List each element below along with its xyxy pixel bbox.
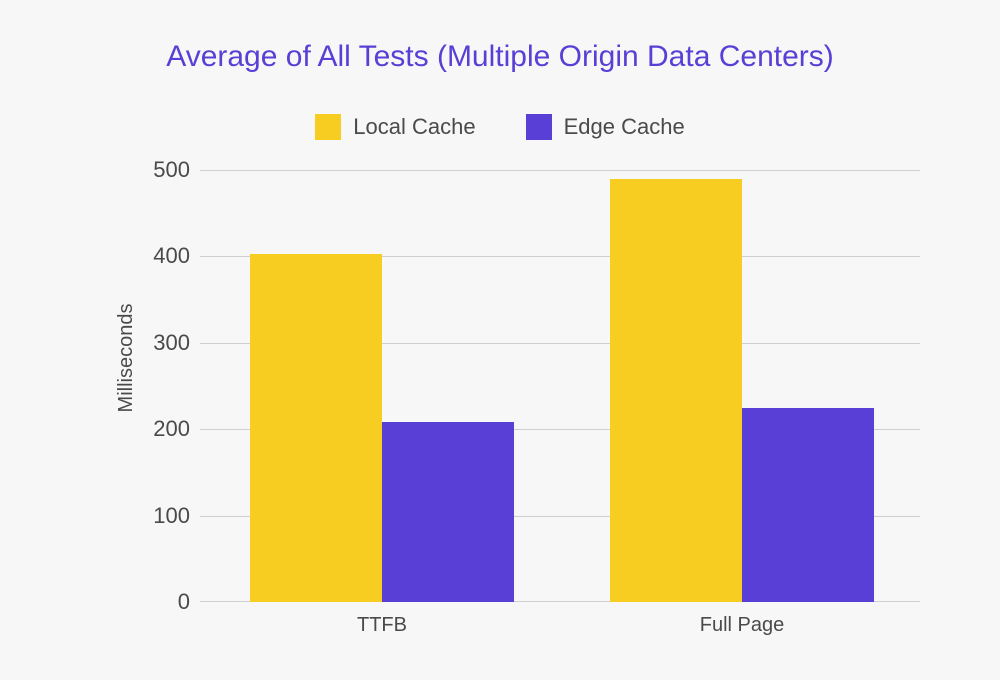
- legend-item-local-cache: Local Cache: [315, 114, 475, 140]
- chart-title: Average of All Tests (Multiple Origin Da…: [0, 40, 1000, 74]
- bar-local-cache-ttfb: [250, 254, 382, 602]
- y-tick-label: 300: [140, 330, 190, 356]
- x-tick-label: Full Page: [612, 614, 872, 637]
- y-tick-label: 100: [140, 503, 190, 529]
- chart-legend: Local Cache Edge Cache: [0, 114, 1000, 140]
- legend-swatch-edge-cache: [526, 114, 552, 140]
- y-tick-label: 500: [140, 157, 190, 183]
- chart-container: Average of All Tests (Multiple Origin Da…: [0, 0, 1000, 680]
- y-tick-label: 400: [140, 243, 190, 269]
- bar-edge-cache-ttfb: [382, 422, 514, 602]
- legend-label-local-cache: Local Cache: [353, 114, 475, 140]
- bar-local-cache-full-page: [610, 179, 742, 602]
- legend-item-edge-cache: Edge Cache: [526, 114, 685, 140]
- legend-swatch-local-cache: [315, 114, 341, 140]
- legend-label-edge-cache: Edge Cache: [564, 114, 685, 140]
- x-tick-label: TTFB: [252, 614, 512, 637]
- bar-edge-cache-full-page: [742, 408, 874, 602]
- plot-area: 0100200300400500TTFBFull Page: [200, 170, 920, 602]
- grid-line: [200, 170, 920, 171]
- y-tick-label: 0: [140, 589, 190, 615]
- y-axis-label: Milliseconds: [115, 258, 138, 458]
- y-tick-label: 200: [140, 416, 190, 442]
